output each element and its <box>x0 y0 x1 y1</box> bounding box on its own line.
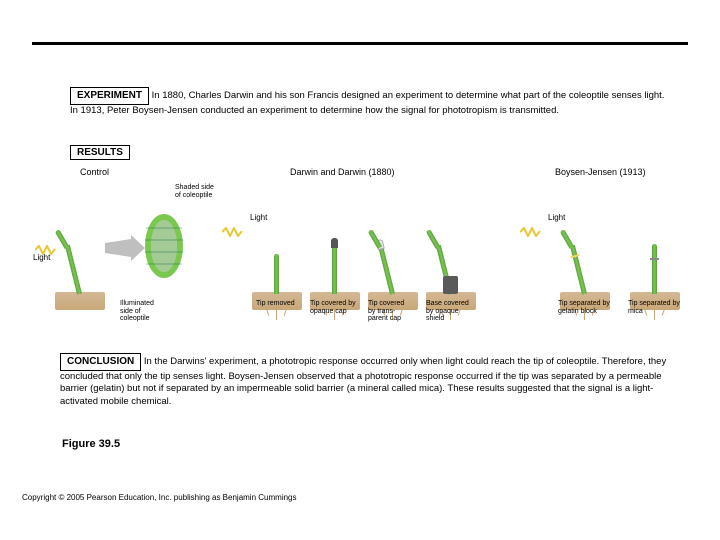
gelatin-label: Tip separated by gelatin block <box>558 300 612 315</box>
results-label: RESULTS <box>70 145 130 160</box>
copyright-text: Copyright © 2005 Pearson Education, Inc.… <box>22 493 297 502</box>
illuminated-label: Illuminated side of coleoptile <box>120 300 168 323</box>
trans-cap-label: Tip covered by trans-parent cap <box>368 300 410 323</box>
light-text-1: Light <box>33 253 50 262</box>
control-plant <box>55 210 105 330</box>
tip-removed-label: Tip removed <box>256 300 296 308</box>
experiment-section: EXPERIMENT In 1880, Charles Darwin and h… <box>70 87 670 117</box>
base-shield-label: Base covered by opaque shield <box>426 300 478 323</box>
conclusion-text: In the Darwins' experiment, a phototropi… <box>60 356 666 407</box>
arrow-icon <box>105 235 145 261</box>
header-darwin: Darwin and Darwin (1880) <box>290 167 395 177</box>
conclusion-section: CONCLUSION In the Darwins' experiment, a… <box>60 353 670 409</box>
coleoptile-cross-section <box>140 210 188 280</box>
mica-label: Tip separated by mica <box>628 300 682 315</box>
light-zigzag-icon-3 <box>520 224 542 234</box>
diagram-area: Light Shaded side of coleoptile Illumina… <box>0 180 720 345</box>
shaded-label: Shaded side of coleoptile <box>175 184 215 199</box>
plant-tip-removed <box>252 210 302 330</box>
results-section: RESULTS <box>70 142 130 160</box>
header-control: Control <box>80 167 109 177</box>
light-zigzag-icon-2 <box>222 224 244 234</box>
light-zigzag-icon <box>35 242 57 252</box>
experiment-text: In 1880, Charles Darwin and his son Fran… <box>70 90 664 116</box>
opaque-cap-label: Tip covered by opaque cap <box>310 300 356 315</box>
top-rule <box>32 42 688 45</box>
conclusion-label: CONCLUSION <box>60 353 141 371</box>
header-boysen: Boysen-Jensen (1913) <box>555 167 646 177</box>
experiment-label: EXPERIMENT <box>70 87 149 105</box>
figure-number: Figure 39.5 <box>62 438 120 450</box>
